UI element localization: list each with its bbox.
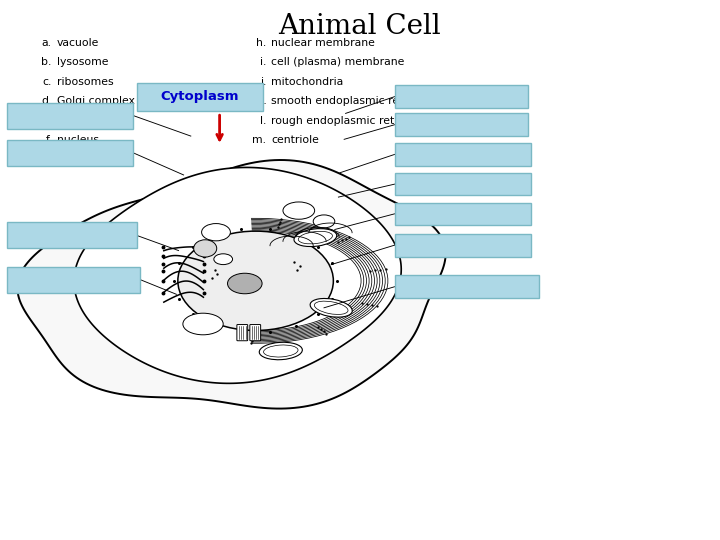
Text: nucleus: nucleus (57, 135, 99, 145)
Text: nucleolus: nucleolus (57, 154, 109, 165)
FancyBboxPatch shape (395, 202, 531, 225)
Text: rough endoplasmic reticulum: rough endoplasmic reticulum (271, 116, 431, 126)
Ellipse shape (259, 342, 302, 360)
Ellipse shape (214, 254, 233, 265)
FancyBboxPatch shape (7, 103, 133, 129)
FancyBboxPatch shape (7, 267, 140, 293)
FancyBboxPatch shape (395, 143, 531, 166)
Ellipse shape (310, 299, 352, 317)
Text: a.: a. (42, 38, 52, 48)
Text: g.: g. (42, 154, 52, 165)
Text: h.: h. (256, 38, 266, 48)
FancyBboxPatch shape (250, 325, 261, 341)
FancyBboxPatch shape (395, 113, 528, 136)
FancyBboxPatch shape (395, 275, 539, 298)
Text: cytoplasm: cytoplasm (57, 116, 113, 126)
Polygon shape (17, 160, 446, 409)
Text: smooth endoplasmic reticulum: smooth endoplasmic reticulum (271, 96, 440, 106)
Ellipse shape (313, 215, 335, 228)
FancyBboxPatch shape (7, 222, 137, 248)
Circle shape (194, 240, 217, 257)
Text: nuclear membrane: nuclear membrane (271, 38, 375, 48)
FancyBboxPatch shape (237, 325, 248, 341)
Ellipse shape (202, 224, 230, 241)
Ellipse shape (178, 231, 333, 330)
FancyBboxPatch shape (7, 140, 133, 166)
Text: Golgi complex: Golgi complex (57, 96, 135, 106)
Text: mitochondria: mitochondria (271, 77, 343, 87)
Text: vacuole: vacuole (57, 38, 99, 48)
Polygon shape (74, 167, 401, 383)
Text: f.: f. (45, 135, 52, 145)
FancyBboxPatch shape (395, 173, 531, 195)
Ellipse shape (228, 273, 262, 294)
Text: k.: k. (256, 96, 266, 106)
Text: l.: l. (260, 116, 266, 126)
Text: j.: j. (260, 77, 266, 87)
Ellipse shape (283, 202, 315, 219)
Text: b.: b. (42, 57, 52, 68)
Text: d.: d. (42, 96, 52, 106)
Text: e.: e. (42, 116, 52, 126)
Text: cell (plasma) membrane: cell (plasma) membrane (271, 57, 405, 68)
Text: ribosomes: ribosomes (57, 77, 114, 87)
FancyBboxPatch shape (395, 85, 528, 108)
Text: lysosome: lysosome (57, 57, 109, 68)
Text: i.: i. (260, 57, 266, 68)
Text: m.: m. (253, 135, 266, 145)
FancyBboxPatch shape (395, 234, 531, 256)
Text: Cytoplasm: Cytoplasm (161, 90, 239, 103)
FancyBboxPatch shape (137, 83, 263, 111)
Ellipse shape (294, 228, 337, 247)
Text: Animal Cell: Animal Cell (279, 14, 441, 40)
Ellipse shape (183, 313, 223, 335)
Text: centriole: centriole (271, 135, 319, 145)
Text: c.: c. (42, 77, 52, 87)
